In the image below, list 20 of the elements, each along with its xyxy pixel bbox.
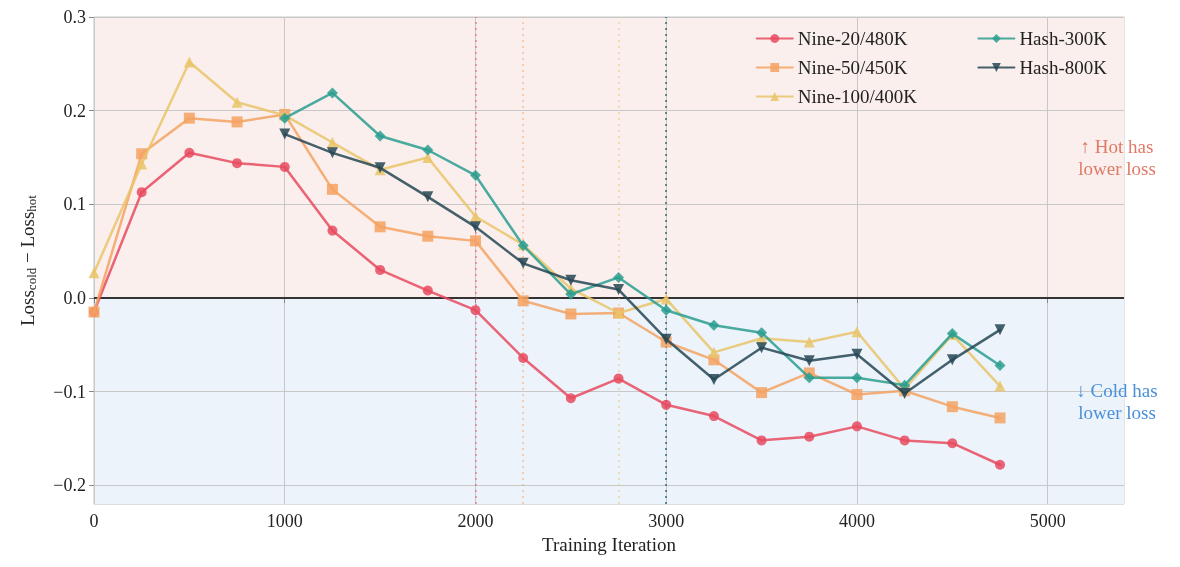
legend-label: Hash-800K [1019,57,1108,78]
y-tick-label: 0.3 [63,7,86,27]
x-tick-label: 5000 [1029,511,1066,532]
y-tick-label: −0.2 [53,475,86,496]
x-tick-label: 4000 [838,511,875,532]
y-tick-label: −0.1 [53,381,86,402]
band-label: ↓ Cold has lower loss [1076,379,1158,423]
y-tick-label: 0.0 [63,288,86,309]
x-tick-label: 3000 [648,511,685,532]
legend-label: Nine-20/480K [797,28,908,49]
legend-label: Hash-300K [1019,28,1108,49]
legend-label: Nine-50/450K [797,57,908,78]
x-tick-label: 1000 [266,511,303,532]
x-tick-label: 0 [89,511,99,532]
y-tick-label: 0.2 [63,100,86,121]
band-label: ↑ Hot has lower loss [1078,136,1156,180]
x-axis-title: Training Iteration [542,534,677,555]
y-tick-label: 0.1 [63,194,86,215]
legend-label: Nine-100/400K [797,86,918,107]
x-tick-label: 2000 [457,511,494,532]
